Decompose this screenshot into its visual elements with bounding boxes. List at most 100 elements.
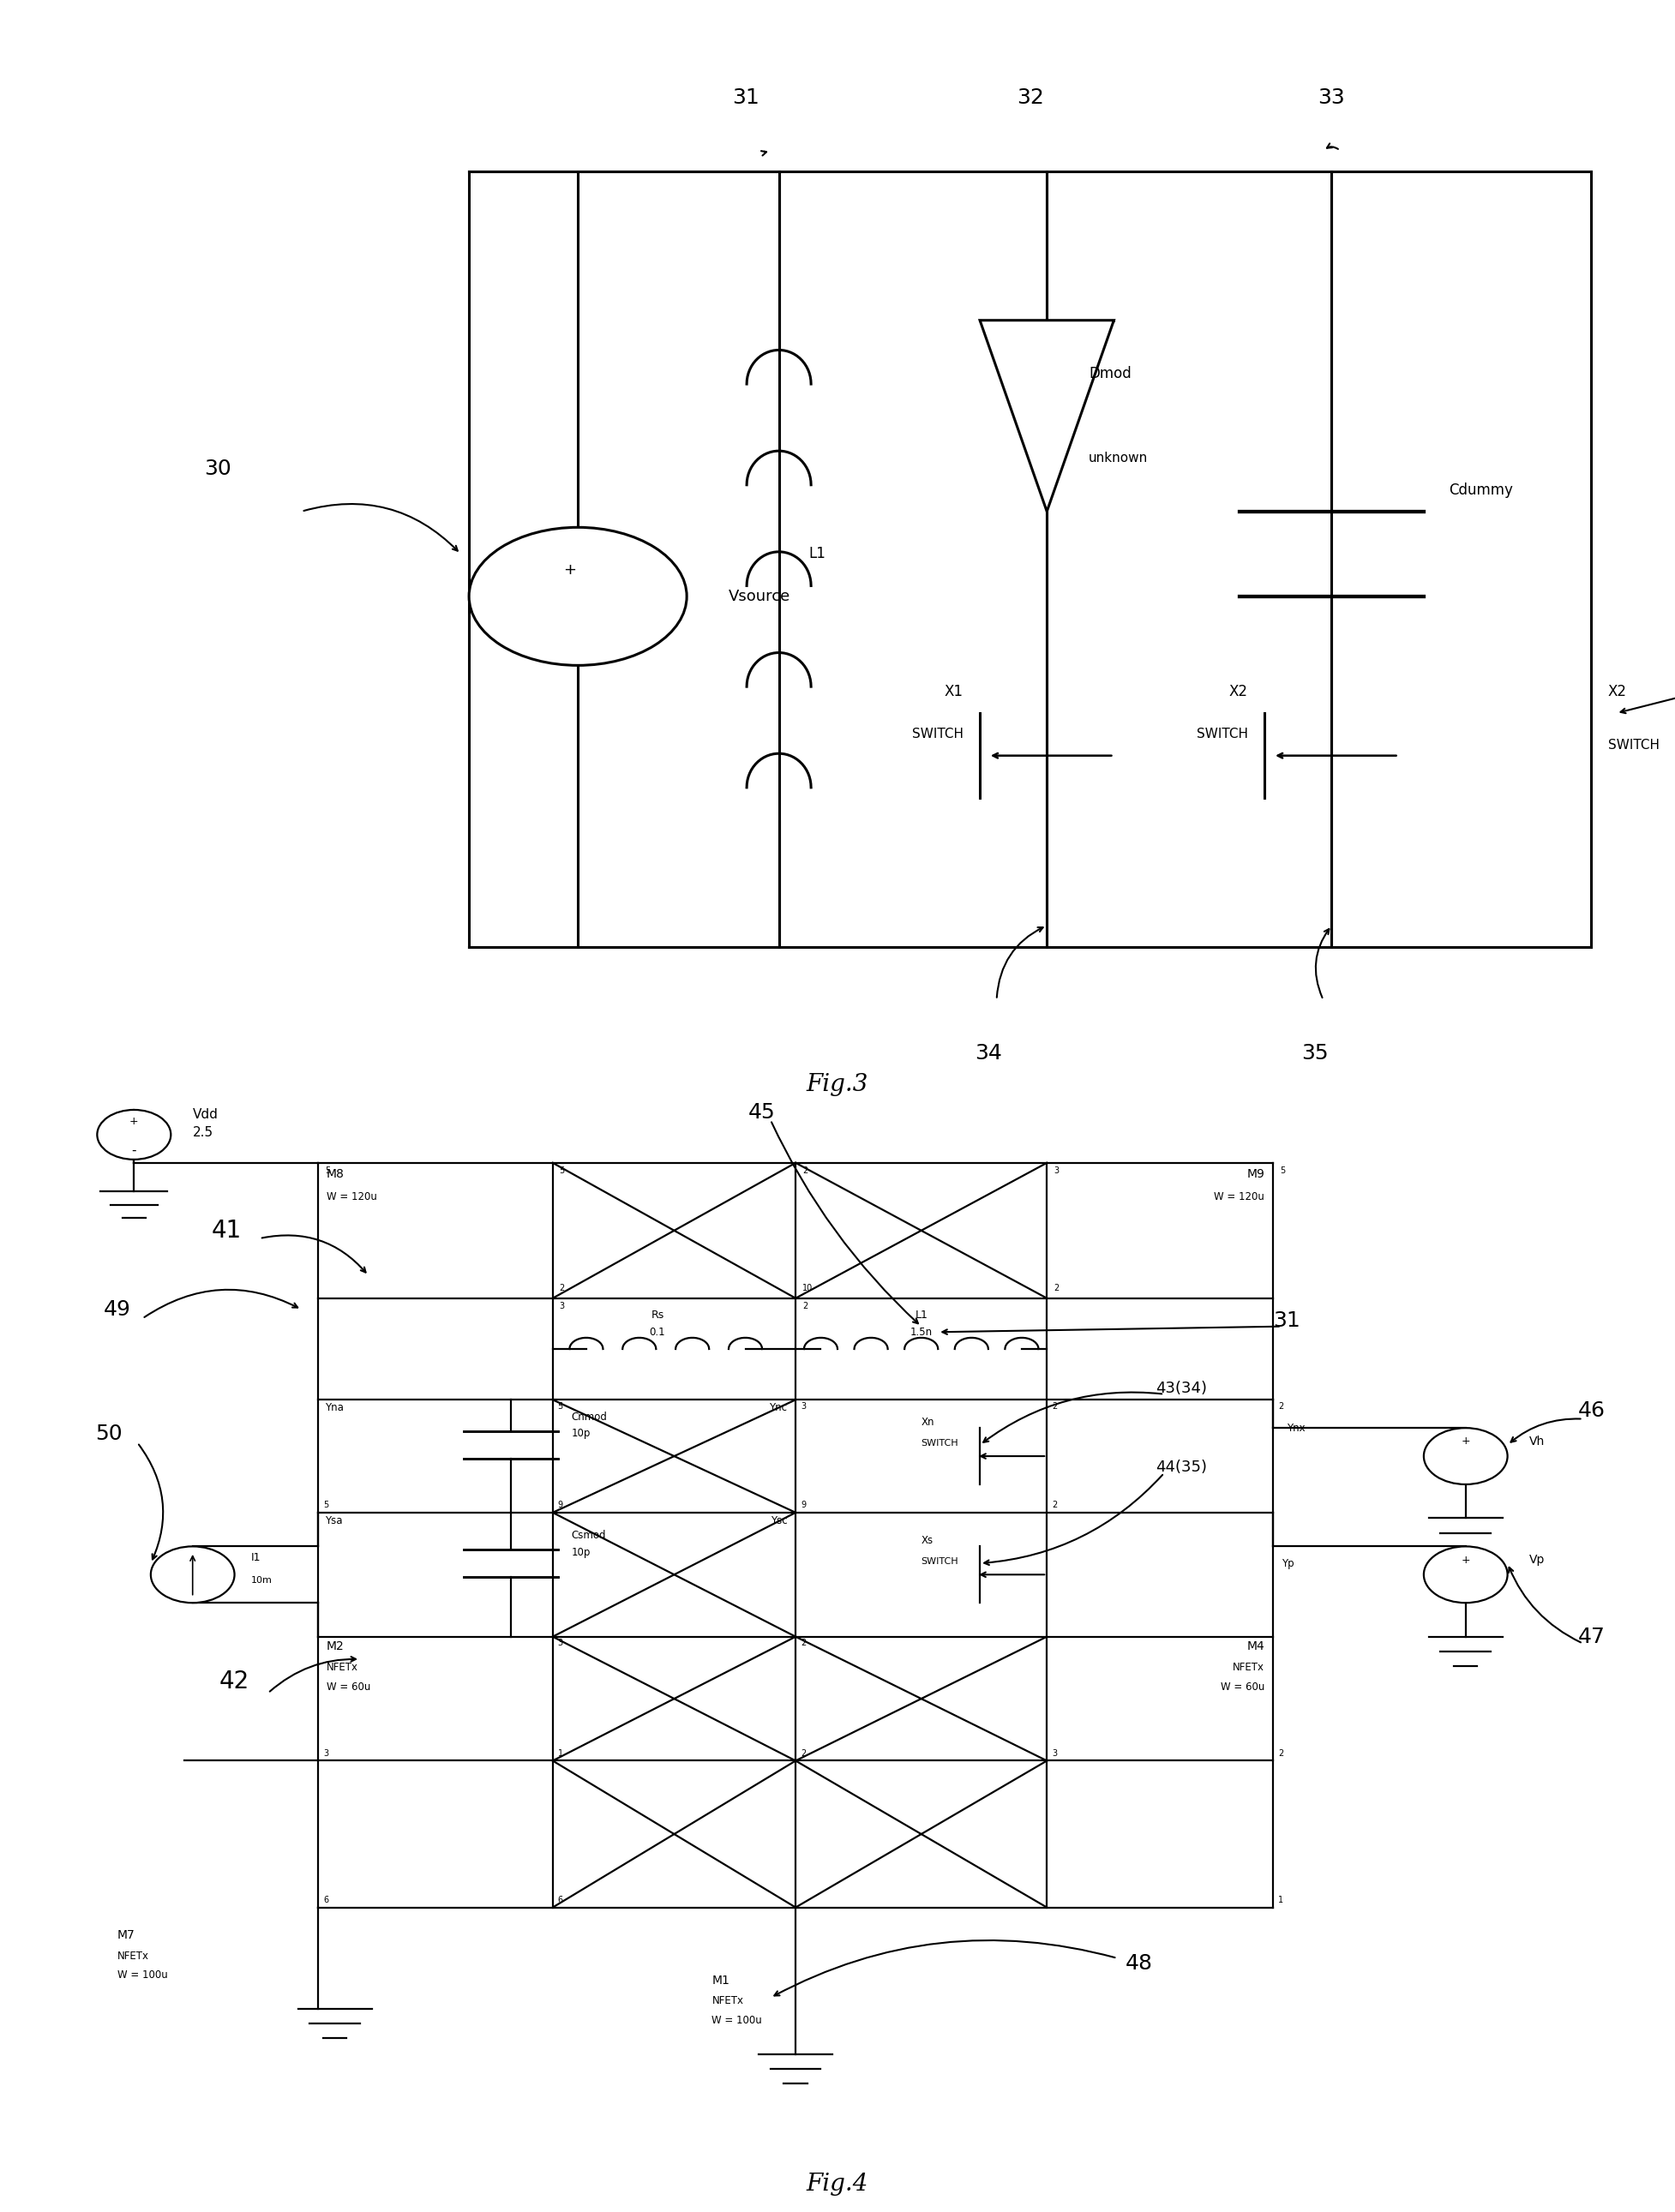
Text: -: - [132, 1144, 136, 1157]
Text: 2.5: 2.5 [193, 1126, 213, 1139]
Text: 33: 33 [1318, 86, 1345, 108]
Text: 2: 2 [1052, 1402, 1057, 1411]
Text: W = 100u: W = 100u [117, 1969, 168, 1980]
Text: W = 120u: W = 120u [1214, 1190, 1265, 1201]
Text: 45: 45 [749, 1102, 776, 1121]
Text: 3: 3 [801, 1402, 806, 1411]
Text: 10p: 10p [571, 1429, 590, 1440]
Text: 31: 31 [732, 86, 759, 108]
Text: SWITCH: SWITCH [921, 1557, 958, 1566]
Text: W = 100u: W = 100u [712, 2015, 762, 2026]
Text: 1: 1 [558, 1750, 563, 1756]
Text: 47: 47 [1578, 1626, 1605, 1648]
Text: M8: M8 [327, 1168, 345, 1181]
Text: 2: 2 [1052, 1500, 1057, 1509]
Text: NFETx: NFETx [1233, 1661, 1265, 1672]
Text: 2: 2 [1278, 1750, 1283, 1756]
Text: +: + [129, 1115, 139, 1126]
Text: 41: 41 [211, 1219, 241, 1243]
Text: Cnmod: Cnmod [571, 1411, 606, 1422]
Text: Rs: Rs [652, 1310, 663, 1321]
Text: 35: 35 [1301, 1042, 1328, 1064]
Text: Fig.3: Fig.3 [806, 1073, 869, 1097]
Text: Xs: Xs [921, 1535, 933, 1546]
Text: M7: M7 [117, 1929, 136, 1942]
Text: I1: I1 [251, 1553, 261, 1564]
Text: NFETx: NFETx [327, 1661, 358, 1672]
Text: 5: 5 [558, 1402, 563, 1411]
Text: Ysa: Ysa [325, 1515, 342, 1526]
Text: 46: 46 [1578, 1400, 1605, 1422]
Text: 42: 42 [219, 1670, 250, 1694]
Text: M4: M4 [1246, 1639, 1265, 1652]
Circle shape [97, 1110, 171, 1159]
Text: 10: 10 [802, 1283, 812, 1292]
Text: 3: 3 [1052, 1750, 1057, 1756]
Text: 2: 2 [801, 1750, 806, 1756]
Text: NFETx: NFETx [117, 1951, 149, 1962]
Text: unknown: unknown [1089, 451, 1147, 465]
Text: 49: 49 [104, 1298, 131, 1321]
Text: 9: 9 [801, 1500, 806, 1509]
Text: 3: 3 [558, 1639, 563, 1648]
Text: Vdd: Vdd [193, 1108, 218, 1121]
Text: 1.5n: 1.5n [910, 1327, 933, 1338]
Text: 6: 6 [323, 1896, 328, 1905]
Text: 6: 6 [558, 1896, 563, 1905]
Text: M9: M9 [1246, 1168, 1265, 1181]
Text: 2: 2 [1054, 1283, 1059, 1292]
Text: 31: 31 [1273, 1310, 1300, 1332]
Text: NFETx: NFETx [712, 1995, 744, 2006]
Text: +: + [563, 562, 576, 577]
Text: Yna: Yna [325, 1402, 343, 1413]
Text: 3: 3 [1054, 1166, 1059, 1175]
Text: 0.1: 0.1 [650, 1327, 665, 1338]
Text: 30: 30 [204, 458, 231, 480]
Text: Vh: Vh [1529, 1436, 1544, 1447]
Text: L1: L1 [809, 546, 826, 562]
Polygon shape [980, 321, 1114, 511]
Text: SWITCH: SWITCH [1196, 728, 1248, 741]
Text: M2: M2 [327, 1639, 345, 1652]
Text: 2: 2 [801, 1639, 806, 1648]
Text: Cdummy: Cdummy [1449, 482, 1513, 498]
Text: 44(35): 44(35) [1156, 1460, 1208, 1475]
Text: Vsource: Vsource [729, 588, 791, 604]
Text: L1: L1 [915, 1310, 928, 1321]
Text: +: + [1461, 1555, 1471, 1566]
Text: Ysc: Ysc [770, 1515, 787, 1526]
Text: X2: X2 [1608, 684, 1626, 699]
Text: Vp: Vp [1529, 1555, 1544, 1566]
Circle shape [1424, 1429, 1508, 1484]
Text: +: + [1461, 1436, 1471, 1447]
Text: W = 60u: W = 60u [1221, 1681, 1265, 1692]
Text: 10m: 10m [251, 1575, 273, 1584]
Text: 50: 50 [95, 1422, 122, 1444]
Text: Xn: Xn [921, 1418, 935, 1429]
Text: 10p: 10p [571, 1546, 590, 1557]
Text: 5: 5 [323, 1500, 328, 1509]
Circle shape [469, 526, 687, 666]
Text: SWITCH: SWITCH [1608, 739, 1660, 752]
Text: 2: 2 [1278, 1402, 1283, 1411]
Text: 5: 5 [559, 1166, 564, 1175]
Text: 5: 5 [1280, 1166, 1285, 1175]
Text: 34: 34 [975, 1042, 1002, 1064]
Text: 43(34): 43(34) [1156, 1380, 1208, 1396]
Text: Csmod: Csmod [571, 1531, 606, 1542]
Text: X1: X1 [945, 684, 963, 699]
Text: W = 120u: W = 120u [327, 1190, 377, 1201]
Text: Dmod: Dmod [1089, 365, 1131, 380]
Text: Ync: Ync [769, 1402, 787, 1413]
Circle shape [1424, 1546, 1508, 1604]
Text: 9: 9 [558, 1500, 563, 1509]
Text: 1: 1 [1278, 1896, 1283, 1905]
Text: 3: 3 [323, 1750, 328, 1756]
Text: 2: 2 [559, 1283, 564, 1292]
Text: SWITCH: SWITCH [911, 728, 963, 741]
Text: 3: 3 [559, 1301, 564, 1310]
Text: M1: M1 [712, 1975, 730, 1986]
Text: 48: 48 [1126, 1953, 1152, 1973]
Text: 2: 2 [802, 1166, 807, 1175]
Text: Ynx: Ynx [1286, 1422, 1305, 1433]
